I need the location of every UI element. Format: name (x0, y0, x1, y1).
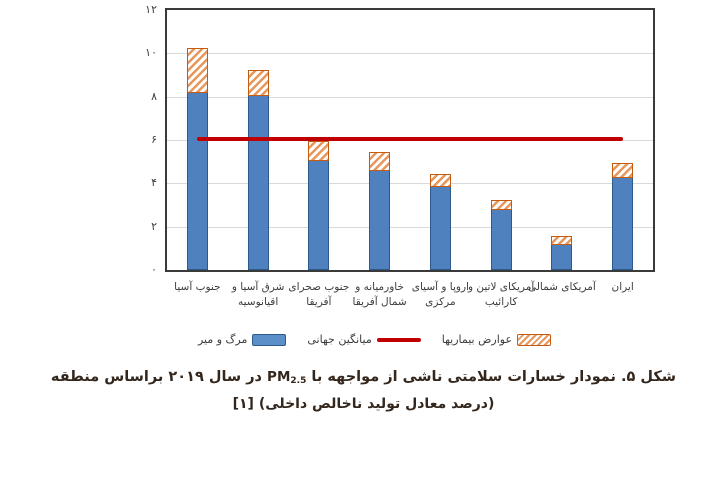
y-tick-label: ۱۰ (145, 46, 157, 60)
plot-area (165, 8, 655, 272)
bar-morbidity-segment (429, 173, 451, 187)
legend-item-morbidity: عوارض بیماریها (441, 333, 552, 346)
y-tick-label: ۱۲ (145, 3, 157, 16)
gridline (167, 96, 653, 98)
y-tick-label: ۲ (151, 219, 157, 233)
morbidity-swatch-icon (517, 333, 552, 346)
pm25-subscript: 2.5 (290, 376, 307, 386)
bar-deaths-segment (551, 244, 573, 270)
chart-legend: مرگ و میر میانگین جهانی عوارض بیماریها (0, 333, 727, 346)
deaths-swatch-icon (252, 333, 287, 346)
x-axis-label: آمریکای لاتین و کارائیب (467, 281, 535, 308)
caption-text-after: در سال ۲۰۱۹ براساس منطقه (50, 369, 268, 385)
gridline (167, 183, 653, 185)
legend-label-morbidity: عوارض بیماریها (441, 333, 513, 346)
bar-deaths-segment (429, 185, 451, 270)
bar-morbidity-segment (186, 47, 208, 94)
x-axis-label: خاورمیانه و شمال آفریقا (352, 281, 407, 308)
x-axis-label: ایران (611, 281, 634, 293)
bar-morbidity-segment (612, 162, 634, 178)
legend-item-global-average: میانگین جهانی (307, 333, 421, 346)
bar-morbidity-segment (551, 236, 573, 245)
bar-deaths-segment (490, 209, 512, 270)
bar-morbidity-segment (247, 69, 269, 96)
x-axis-label: آمریکای شمالی (527, 281, 596, 293)
legend-item-deaths: مرگ و میر (197, 333, 287, 346)
legend-label-deaths: مرگ و میر (197, 333, 248, 346)
bar-morbidity-segment (490, 199, 512, 211)
bar-deaths-segment (369, 170, 391, 270)
global-average-line-icon (376, 337, 421, 342)
y-tick-label: ۸ (151, 89, 157, 103)
bar-morbidity-segment (308, 141, 330, 161)
x-axis-label: اروپا و آسیای مرکزی (411, 281, 469, 308)
figure-caption-line1: شکل ۵. نمودار خسارات سلامتی ناشی از مواج… (0, 369, 727, 386)
bar-morbidity-segment (369, 151, 391, 172)
legend-label-global-average: میانگین جهانی (307, 333, 372, 346)
bar-deaths-segment (186, 92, 208, 270)
bar-deaths-segment (308, 159, 330, 270)
global-average-line (197, 136, 623, 141)
pm25-label: PM2.5 (267, 369, 307, 386)
gridline (167, 226, 653, 228)
y-tick-label: ۴ (151, 176, 157, 190)
bar-deaths-segment (247, 94, 269, 270)
caption-text-before: شکل ۵. نمودار خسارات سلامتی ناشی از مواج… (306, 369, 677, 385)
bar-deaths-segment (612, 176, 634, 270)
gridline (167, 53, 653, 55)
y-tick-label: ۰ (151, 263, 157, 276)
figure-caption-line2: (درصد معادل تولید ناخالص داخلی) [۱] (232, 396, 495, 412)
x-axis-label: شرق آسیا و اقیانوسیه (231, 281, 285, 308)
y-tick-label: ۶ (151, 133, 157, 146)
x-axis-label: جنوب آسیا (174, 281, 221, 293)
x-axis-label: جنوب صحرای آفریقا (288, 281, 350, 308)
